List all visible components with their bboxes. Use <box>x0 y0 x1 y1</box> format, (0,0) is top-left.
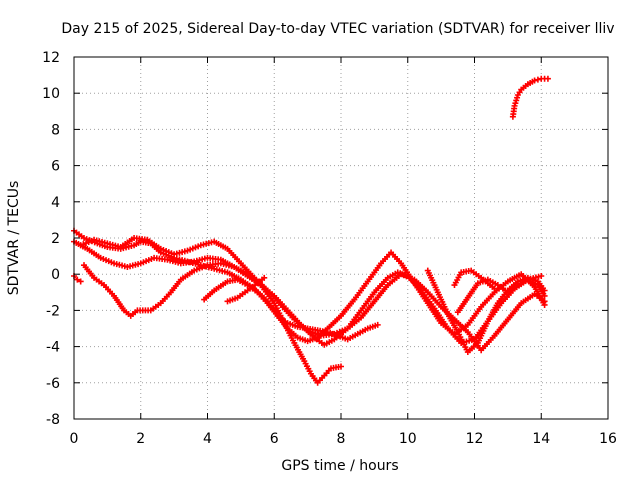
y-tick-label: 8 <box>51 122 60 138</box>
data-point <box>374 321 381 328</box>
x-tick-label: 16 <box>599 431 617 447</box>
data-point <box>538 273 545 280</box>
y-tick-label: -4 <box>46 340 60 356</box>
x-tick-label: 12 <box>466 431 484 447</box>
data-point <box>534 76 541 83</box>
y-tick-label: -8 <box>46 412 60 428</box>
series-arc-8 <box>454 276 548 316</box>
chart-title: Day 215 of 2025, Sidereal Day-to-day VTE… <box>61 21 614 37</box>
x-tick-label: 2 <box>136 431 145 447</box>
data-point <box>541 298 548 305</box>
data-point <box>541 292 548 299</box>
y-tick-label: 2 <box>51 231 60 247</box>
x-tick-label: 6 <box>270 431 279 447</box>
y-axis-label: SDTVAR / TECUs <box>6 181 22 296</box>
grid-lines <box>74 57 608 419</box>
axis-ticks <box>73 56 609 420</box>
y-tick-label: 4 <box>51 195 60 211</box>
data-point <box>77 278 84 285</box>
series-layer <box>71 75 551 386</box>
series-arc-4 <box>77 235 548 354</box>
data-point <box>544 75 551 82</box>
series-arc-9 <box>451 267 498 292</box>
y-tick-label: -6 <box>46 376 60 392</box>
series-line <box>83 262 342 384</box>
y-tick-label: 0 <box>51 267 60 283</box>
series-arc-5 <box>201 276 381 343</box>
tick-labels: 0 2 4 6 8 10 12 14 16 -8 -6 -4 -2 0 2 4 6 8 10 12 <box>42 50 617 447</box>
series-arc-10 <box>71 273 84 285</box>
series-arc-3 <box>81 260 344 386</box>
x-tick-label: 4 <box>203 431 212 447</box>
y-tick-label: 12 <box>42 50 60 66</box>
data-point <box>338 363 344 370</box>
series-arc-11 <box>509 75 551 120</box>
series-arc-6 <box>224 274 268 305</box>
x-tick-label: 10 <box>399 431 417 447</box>
data-point <box>74 276 81 283</box>
data-point <box>491 285 498 292</box>
y-tick-label: -2 <box>46 303 60 319</box>
y-tick-label: 6 <box>51 159 60 175</box>
x-tick-label: 8 <box>337 431 346 447</box>
x-tick-label: 0 <box>70 431 79 447</box>
x-axis-label: GPS time / hours <box>281 458 398 474</box>
data-point <box>531 77 538 84</box>
series-arc-7 <box>424 267 548 356</box>
x-tick-label: 14 <box>532 431 550 447</box>
data-point <box>261 274 268 281</box>
y-tick-label: 10 <box>42 86 60 102</box>
